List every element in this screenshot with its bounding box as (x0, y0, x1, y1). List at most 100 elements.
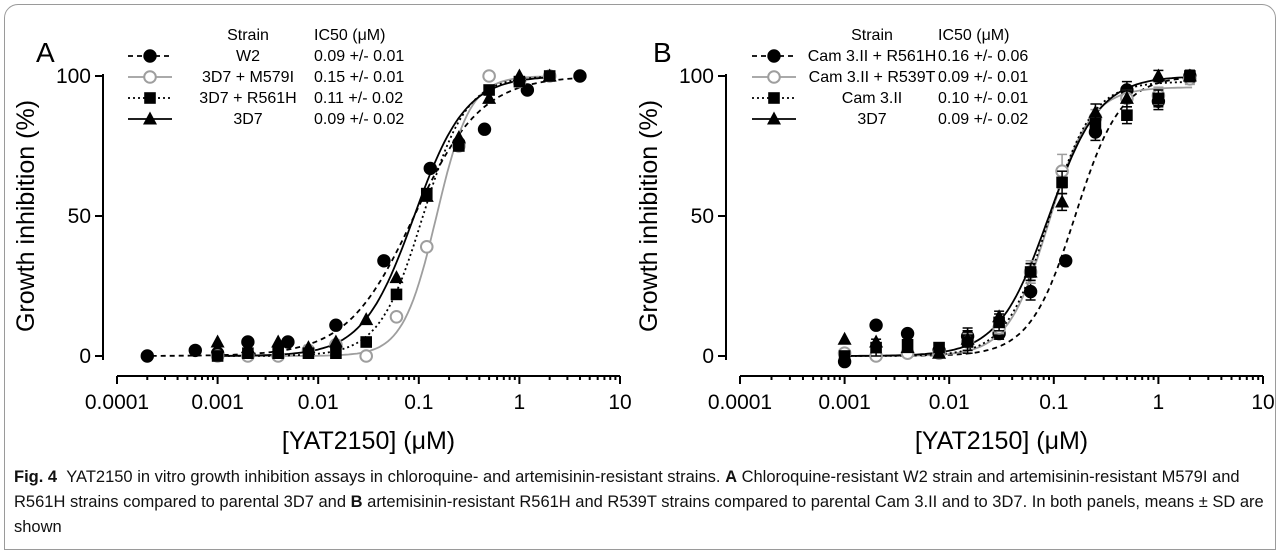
legend-ic50-value: 0.09 +/- 0.02 (938, 111, 1028, 128)
data-point (419, 240, 434, 254)
chart-panel-b: B 0 50 100 0.0001 0.001 0.01 0.1 1 10 [YAT2150] (μ… (635, 27, 1275, 455)
data-point (573, 69, 587, 83)
legend-header-strain: Strain (851, 27, 893, 44)
data-point (188, 343, 202, 358)
legend-ic50-value: 0.09 +/- 0.01 (938, 69, 1028, 86)
fit-curve (839, 76, 1193, 357)
data-point (271, 334, 286, 348)
data-point (359, 312, 374, 326)
data-point (210, 334, 225, 348)
x-tick-label: 0.1 (404, 391, 433, 414)
chart-panel-a: A 0 50 100 0.0001 0.001 0.01 0.1 1 10 [YAT2150] (μ… (12, 27, 632, 455)
data-point (1023, 264, 1038, 278)
data-point (1121, 109, 1133, 121)
data-point (329, 318, 343, 332)
caption-text-1: YAT2150 in vitro growth inhibition assay… (66, 468, 721, 486)
data-point (542, 68, 557, 82)
legend-marker (767, 49, 781, 63)
figure-caption: Fig. 4 YAT2150 in vitro growth inhibitio… (14, 465, 1264, 540)
data-point (302, 347, 315, 359)
y-tick-label: 0 (702, 345, 714, 368)
caption-letter-a: A (725, 468, 737, 486)
data-point (301, 340, 316, 354)
data-point (451, 130, 466, 144)
data-point (389, 270, 404, 284)
legend-strain-name: 3D7 (233, 111, 262, 128)
legend-marker (143, 111, 157, 125)
x-tick-label: 10 (1251, 391, 1274, 414)
data-point (513, 75, 526, 88)
x-tick-label: 0.1 (1039, 391, 1068, 414)
caption-letter-b: B (350, 493, 363, 511)
fit-curve (213, 76, 552, 357)
data-point (359, 349, 373, 363)
x-tick-label: 0.001 (191, 391, 244, 414)
x-tick-label: 0.001 (818, 391, 871, 414)
data-point (211, 350, 224, 362)
x-tick-label: 0.01 (929, 391, 970, 414)
data-point (328, 334, 343, 348)
caption-fig-label: Fig. 4 (14, 468, 58, 486)
data-point (453, 140, 465, 152)
data-point (1182, 68, 1197, 82)
legend-strain-name: Cam 3.II + R539T (809, 69, 936, 86)
legend-strain-name: 3D7 (857, 111, 886, 128)
data-point (140, 349, 154, 363)
x-tick-label: 1 (514, 391, 526, 414)
data-point (389, 310, 404, 324)
legend-strain-name: W2 (236, 48, 260, 65)
data-point (477, 122, 492, 136)
legend-marker (143, 49, 157, 63)
legend-strain-name: 3D7 + M579I (202, 69, 294, 86)
data-point (837, 331, 852, 345)
legend-header-ic50: IC50 (μM) (938, 27, 1009, 44)
data-point (1119, 90, 1134, 104)
data-point (838, 350, 851, 362)
data-point (423, 161, 437, 176)
legend-marker (768, 92, 780, 104)
x-axis-title: [YAT2150] (μM) (282, 427, 455, 455)
panel-letter: A (36, 37, 55, 68)
caption-text-3: artemisinin-resistant R561H and R539T st… (14, 493, 1264, 536)
legend-marker (767, 111, 781, 125)
x-axis-title: [YAT2150] (μM) (915, 427, 1088, 455)
y-tick-label: 100 (56, 65, 91, 88)
data-point (1055, 194, 1070, 208)
y-tick-label: 50 (68, 205, 91, 228)
legend: Strain IC50 (μM) W2 0.09 +/- 0.01 3D7 + M579… (128, 27, 404, 128)
data-point (512, 68, 527, 82)
data-point (1151, 68, 1166, 82)
data-point (1152, 92, 1165, 105)
data-point (390, 288, 403, 301)
data-point (377, 254, 391, 268)
y-axis-title: Growth inhibition (%) (12, 100, 40, 332)
legend-ic50-value: 0.09 +/- 0.01 (314, 48, 404, 65)
legend-marker (143, 70, 157, 84)
data-point (992, 309, 1007, 323)
legend: Strain IC50 (μM)Cam 3.II + R561H 0.16 +/- … (752, 27, 1028, 128)
data-point (483, 84, 495, 96)
data-point (419, 188, 434, 202)
legend-ic50-value: 0.11 +/- 0.02 (314, 90, 403, 107)
legend-strain-name: Cam 3.II + R561H (808, 48, 937, 65)
x-tick-label: 1 (1153, 391, 1165, 414)
legend-marker (144, 92, 156, 104)
data-point (900, 340, 915, 354)
y-tick-label: 100 (679, 65, 714, 88)
data-point (1088, 104, 1103, 118)
data-point (1023, 284, 1038, 299)
legend-ic50-value: 0.09 +/- 0.02 (314, 111, 404, 128)
legend-ic50-value: 0.16 +/- 0.06 (938, 48, 1028, 65)
legend-strain-name: Cam 3.II (842, 90, 902, 107)
data-point (870, 341, 882, 354)
legend-strain-name: 3D7 + R561H (199, 90, 296, 107)
legend-marker (767, 70, 781, 84)
data-point (1089, 117, 1102, 130)
data-point (330, 347, 342, 359)
data-point (360, 336, 372, 348)
x-tick-label: 0.01 (298, 391, 339, 414)
data-point (1056, 176, 1068, 189)
y-axis-title: Growth inhibition (%) (635, 100, 663, 332)
figure-frame (4, 4, 1276, 550)
legend-header-ic50: IC50 (μM) (314, 27, 385, 44)
